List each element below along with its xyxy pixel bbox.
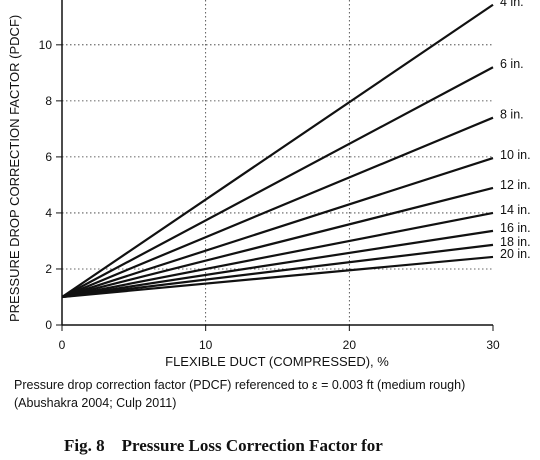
y-tick-label: 10 [39, 38, 53, 52]
caption-line: (Abushakra 2004; Culp 2011) [14, 396, 177, 410]
y-tick-label: 6 [45, 150, 52, 164]
series-label: 6 in. [500, 57, 524, 71]
series-label: 4 in. [500, 0, 524, 9]
series-label: 18 in. [500, 235, 531, 249]
y-tick-label: 2 [45, 262, 52, 276]
series-label: 10 in. [500, 148, 531, 162]
series-label: 12 in. [500, 178, 531, 192]
chart: PRESSURE DROP CORRECTION FACTOR (PDCF) F… [7, 0, 531, 369]
series-line [61, 156, 494, 299]
y-tick-label: 8 [45, 94, 52, 108]
x-axis-label: FLEXIBLE DUCT (COMPRESSED), % [165, 354, 389, 369]
series-label: 8 in. [500, 108, 524, 122]
y-tick-label: 4 [45, 206, 52, 220]
caption-line: Pressure drop correction factor (PDCF) r… [14, 378, 466, 392]
series-line [61, 3, 494, 298]
figure-title: Fig. 8 Pressure Loss Correction Factor f… [64, 436, 383, 455]
x-tick-label: 30 [486, 338, 500, 352]
series-line [61, 211, 494, 299]
series-line [61, 116, 494, 298]
x-tick-label: 10 [199, 338, 213, 352]
series-line [61, 186, 494, 299]
series-line [61, 255, 494, 299]
series-label: 14 in. [500, 203, 531, 217]
x-tick-label: 0 [59, 338, 66, 352]
y-tick-label: 0 [45, 318, 52, 332]
x-tick-label: 20 [343, 338, 357, 352]
series-label: 16 in. [500, 221, 531, 235]
series-line [61, 229, 494, 299]
series-label: 20 in. [500, 247, 531, 261]
series-line [61, 243, 494, 299]
series-line [61, 66, 494, 298]
y-axis-label: PRESSURE DROP CORRECTION FACTOR (PDCF) [7, 15, 22, 322]
